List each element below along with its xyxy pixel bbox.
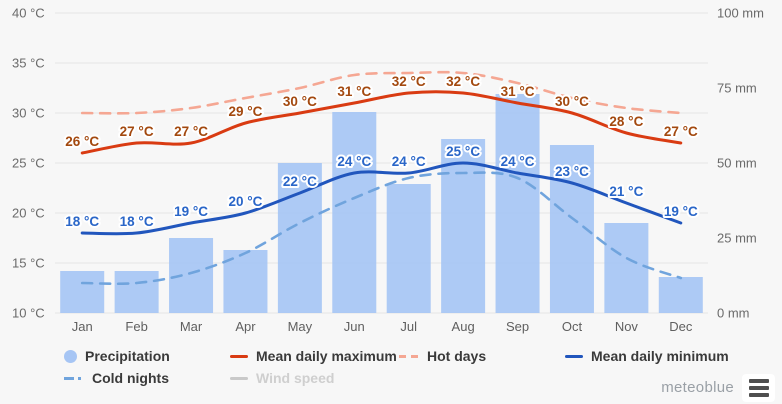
cold-nights-line (80, 171, 683, 286)
mean-daily-maximum-point-label: 32 °C (446, 74, 480, 89)
y-axis-left-tick: 40 °C (12, 6, 45, 21)
legend-label: Mean daily minimum (591, 348, 729, 364)
climate-chart-canvas: 40 °C 35 °C 30 °C 25 °C 20 °C 15 °C 10 °C 100 m… (12, 6, 764, 335)
precipitation-bar (386, 184, 431, 313)
mean-daily-maximum-point-label: 29 °C (228, 104, 262, 119)
x-axis-label: May (288, 319, 313, 334)
precipitation-bar (60, 271, 105, 313)
hamburger-menu-icon[interactable] (742, 374, 775, 402)
mean-daily-minimum-point-label: 19 °C (174, 204, 208, 219)
legend-item-mean-daily-maximum[interactable]: Mean daily maximum (230, 348, 397, 364)
mean-daily-minimum-point-label: 19 °C (664, 204, 698, 219)
y-axis-left-tick: 10 °C (12, 306, 45, 321)
legend-item-precipitation[interactable]: Precipitation (64, 348, 170, 364)
mean-daily-maximum-point-label: 26 °C (65, 134, 99, 149)
mean-daily-minimum-line (80, 161, 683, 236)
mean-daily-maximum-point-label: 30 °C (283, 94, 317, 109)
legend-label: Precipitation (85, 348, 170, 364)
mean-daily-maximum-point-label: 27 °C (174, 124, 208, 139)
hot-days-line (80, 70, 683, 115)
y-axis-right-tick: 100 mm (717, 6, 764, 21)
mean-daily-maximum-point-label: 30 °C (555, 94, 589, 109)
mean-daily-maximum-point-label: 32 °C (392, 74, 426, 89)
mean-daily-maximum-point-label: 28 °C (609, 114, 643, 129)
legend-item-cold-nights[interactable]: Cold nights (64, 370, 169, 386)
y-axis-right-tick: 25 mm (717, 231, 757, 246)
y-axis-left-tick: 15 °C (12, 256, 45, 271)
precipitation-bar (441, 139, 486, 313)
mean-daily-maximum-point-label: 31 °C (337, 84, 371, 99)
mean-daily-minimum-marker-icon (565, 354, 583, 358)
precipitation-marker-icon (64, 349, 77, 363)
x-axis-label: Jun (344, 319, 365, 334)
legend-label: Cold nights (92, 370, 169, 386)
x-axis-label: Feb (125, 319, 147, 334)
mean-daily-maximum-point-label: 27 °C (120, 124, 154, 139)
mean-daily-minimum-point-label: 22 °C (283, 174, 317, 189)
mean-daily-maximum-line (80, 90, 683, 155)
x-axis-label: Nov (615, 319, 639, 334)
legend-label: Wind speed (256, 370, 335, 386)
meteoblue-logo[interactable]: meteoblue (661, 379, 734, 396)
precipitation-bar (658, 277, 703, 313)
mean-daily-minimum-point-label: 24 °C (501, 154, 535, 169)
y-axis-right-tick: 0 mm (717, 306, 750, 321)
mean-daily-minimum-point-label: 21 °C (609, 184, 643, 199)
mean-daily-minimum-point-label: 24 °C (337, 154, 371, 169)
x-axis-label: Oct (562, 319, 583, 334)
x-axis-label: Sep (506, 319, 529, 334)
cold-nights-marker-icon (64, 376, 84, 380)
mean-daily-maximum-point-label: 31 °C (501, 84, 535, 99)
precipitation-bar (114, 271, 159, 313)
precipitation-bar (332, 112, 377, 313)
precipitation-bar (495, 94, 540, 313)
mean-daily-minimum-point-label: 20 °C (228, 194, 262, 209)
y-axis-left-tick: 35 °C (12, 56, 45, 71)
y-axis-left-tick: 25 °C (12, 156, 45, 171)
mean-daily-minimum-point-label: 18 °C (65, 214, 99, 229)
legend-label: Hot days (427, 348, 487, 364)
x-axis-label: Aug (452, 319, 475, 334)
legend-item-hot-days[interactable]: Hot days (399, 348, 486, 364)
hot-days-marker-icon (399, 354, 419, 358)
mean-daily-maximum-marker-icon (230, 354, 248, 358)
x-axis-label: Mar (180, 319, 203, 334)
mean-daily-maximum-point-label: 27 °C (664, 124, 698, 139)
y-axis-left-tick: 20 °C (12, 206, 45, 221)
legend-item-wind-speed[interactable]: Wind speed (230, 370, 334, 386)
mean-daily-minimum-point-label: 25 °C (446, 144, 480, 159)
legend-label: Mean daily maximum (256, 348, 397, 364)
x-axis-label: Jul (400, 319, 417, 334)
y-axis-left-tick: 30 °C (12, 106, 45, 121)
wind-speed-marker-icon (230, 376, 248, 380)
y-axis-right-tick: 50 mm (717, 156, 757, 171)
precipitation-bar (169, 238, 214, 313)
precipitation-bar (604, 223, 649, 313)
x-axis-label: Jan (72, 319, 93, 334)
mean-daily-minimum-point-label: 18 °C (120, 214, 154, 229)
x-axis-label: Apr (235, 319, 256, 334)
y-axis-right-tick: 75 mm (717, 81, 757, 96)
legend-item-mean-daily-minimum[interactable]: Mean daily minimum (565, 348, 729, 364)
mean-daily-minimum-point-label: 23 °C (555, 164, 589, 179)
mean-daily-minimum-point-label: 24 °C (392, 154, 426, 169)
x-axis-label: Dec (669, 319, 693, 334)
